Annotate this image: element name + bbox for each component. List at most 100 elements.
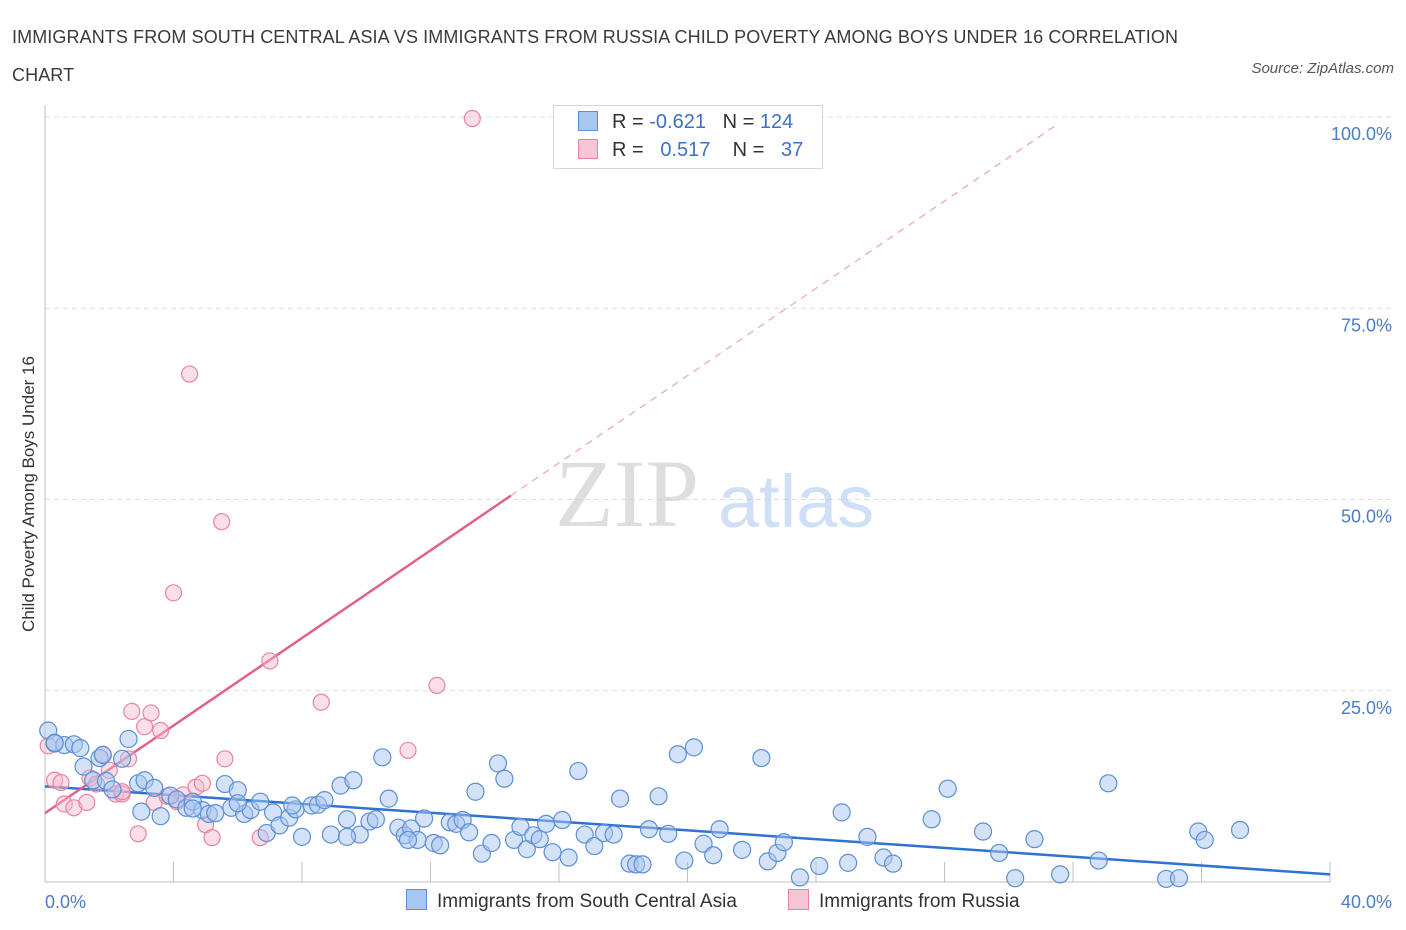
data-point-south-central-asia (183, 799, 202, 818)
x-tick-label: 0.0% (45, 892, 86, 912)
data-point-south-central-asia (466, 782, 485, 801)
legend-n-label: N = (732, 139, 765, 161)
legend-row-russia: R = 0.517 N = 37 (578, 139, 803, 165)
y-tick-label: 25.0% (1341, 698, 1392, 718)
data-point-russia (123, 702, 141, 721)
bottom-legend-russia: Immigrants from Russia (788, 889, 1020, 913)
data-point-south-central-asia (511, 817, 530, 837)
legend-r-label: R = (612, 139, 644, 161)
legend-r-value: -0.621 (649, 111, 706, 133)
data-point-south-central-asia (938, 779, 957, 798)
data-point-south-central-asia (710, 820, 729, 839)
data-point-south-central-asia (379, 789, 398, 808)
data-point-south-central-asia (103, 780, 122, 799)
data-point-south-central-asia (132, 802, 151, 821)
data-point-south-central-asia (1169, 869, 1189, 888)
data-point-south-central-asia (344, 771, 363, 790)
watermark-zip: ZIP (555, 440, 699, 547)
data-point-south-central-asia (315, 791, 334, 810)
data-point-south-central-asia (543, 843, 562, 862)
gridlines (45, 116, 1392, 692)
data-point-russia (261, 652, 279, 670)
data-point-russia (152, 721, 170, 740)
legend-swatch-pink (578, 139, 598, 159)
data-point-south-central-asia (668, 745, 687, 764)
data-point-south-central-asia (922, 810, 941, 829)
legend-swatch-blue (578, 111, 598, 131)
data-point-russia (216, 750, 234, 768)
legend-swatch-blue (406, 889, 427, 910)
watermark-atlas: atlas (718, 460, 874, 543)
data-point-south-central-asia (145, 778, 164, 798)
data-point-russia (129, 825, 147, 843)
chart-title: IMMIGRANTS FROM SOUTH CENTRAL ASIA VS IM… (12, 27, 1179, 85)
data-point-south-central-asia (704, 846, 723, 865)
data-point-south-central-asia (495, 769, 514, 788)
data-point-russia (142, 704, 160, 722)
data-point-south-central-asia (675, 851, 694, 870)
data-point-south-central-asia (1006, 869, 1025, 888)
data-point-russia (463, 109, 481, 128)
data-point-south-central-asia (553, 810, 572, 830)
data-point-south-central-asia (228, 794, 247, 813)
legend-r-value: 0.517 (660, 139, 711, 161)
data-point-south-central-asia (1025, 830, 1044, 849)
data-point-russia (55, 795, 73, 813)
data-point-south-central-asia (585, 836, 604, 856)
y-tick-label: 100.0% (1331, 124, 1392, 144)
data-point-south-central-asia (373, 748, 392, 767)
data-point-south-central-asia (858, 827, 877, 846)
data-point-south-central-asia (530, 830, 549, 849)
data-point-south-central-asia (93, 745, 112, 765)
data-point-russia (213, 513, 231, 531)
data-point-south-central-asia (488, 754, 508, 773)
data-point-south-central-asia (431, 836, 450, 855)
data-point-south-central-asia (990, 843, 1009, 863)
data-point-south-central-asia (973, 822, 993, 841)
data-point-russia (193, 774, 212, 792)
data-point-south-central-asia (733, 840, 752, 859)
data-point-russia (65, 799, 83, 817)
data-point-russia (135, 718, 154, 736)
data-point-russia (312, 693, 330, 711)
data-point-south-central-asia (71, 739, 90, 758)
watermark: ZIP atlas (555, 440, 874, 547)
data-point-russia (78, 793, 96, 812)
data-point-russia (180, 365, 199, 383)
data-point-south-central-asia (649, 787, 668, 806)
legend-label: Immigrants from South Central Asia (437, 891, 737, 912)
bottom-legend-south-central-asia: Immigrants from South Central Asia (406, 889, 737, 913)
data-point-south-central-asia (1099, 774, 1118, 793)
data-point-russia (399, 741, 417, 760)
data-point-south-central-asia (459, 823, 479, 842)
data-point-south-central-asia (1051, 865, 1070, 884)
data-point-south-central-asia (604, 825, 623, 844)
legend-swatch-pink (788, 889, 809, 910)
data-point-south-central-asia (1195, 830, 1214, 850)
source-label: Source: ZipAtlas.com (1251, 60, 1394, 77)
data-point-south-central-asia (537, 814, 556, 833)
data-point-south-central-asia (398, 830, 418, 850)
y-tick-label: 50.0% (1341, 507, 1392, 527)
y-axis-title: Child Poverty Among Boys Under 16 (19, 356, 38, 632)
data-point-russia (52, 773, 70, 792)
data-point-russia (164, 584, 183, 602)
data-point-south-central-asia (337, 810, 357, 829)
data-point-south-central-asia (569, 761, 588, 781)
legend-n-label: N = (722, 111, 755, 133)
data-point-south-central-asia (112, 749, 132, 768)
data-point-south-central-asia (337, 827, 357, 846)
data-point-south-central-asia (321, 825, 341, 844)
legend-row-south-central-asia: R = -0.621 N = 124 (578, 111, 793, 137)
data-point-russia (203, 829, 221, 847)
data-point-south-central-asia (414, 809, 434, 828)
data-point-south-central-asia (790, 868, 810, 887)
series-russia-points (39, 109, 481, 847)
correlation-legend: R = -0.621 N = 124 R = 0.517 N = 37 (553, 105, 823, 169)
axes (44, 105, 1331, 883)
legend-r-label: R = (612, 111, 644, 133)
data-point-south-central-asia (292, 827, 312, 846)
data-point-south-central-asia (119, 729, 138, 749)
data-point-south-central-asia (45, 733, 64, 752)
